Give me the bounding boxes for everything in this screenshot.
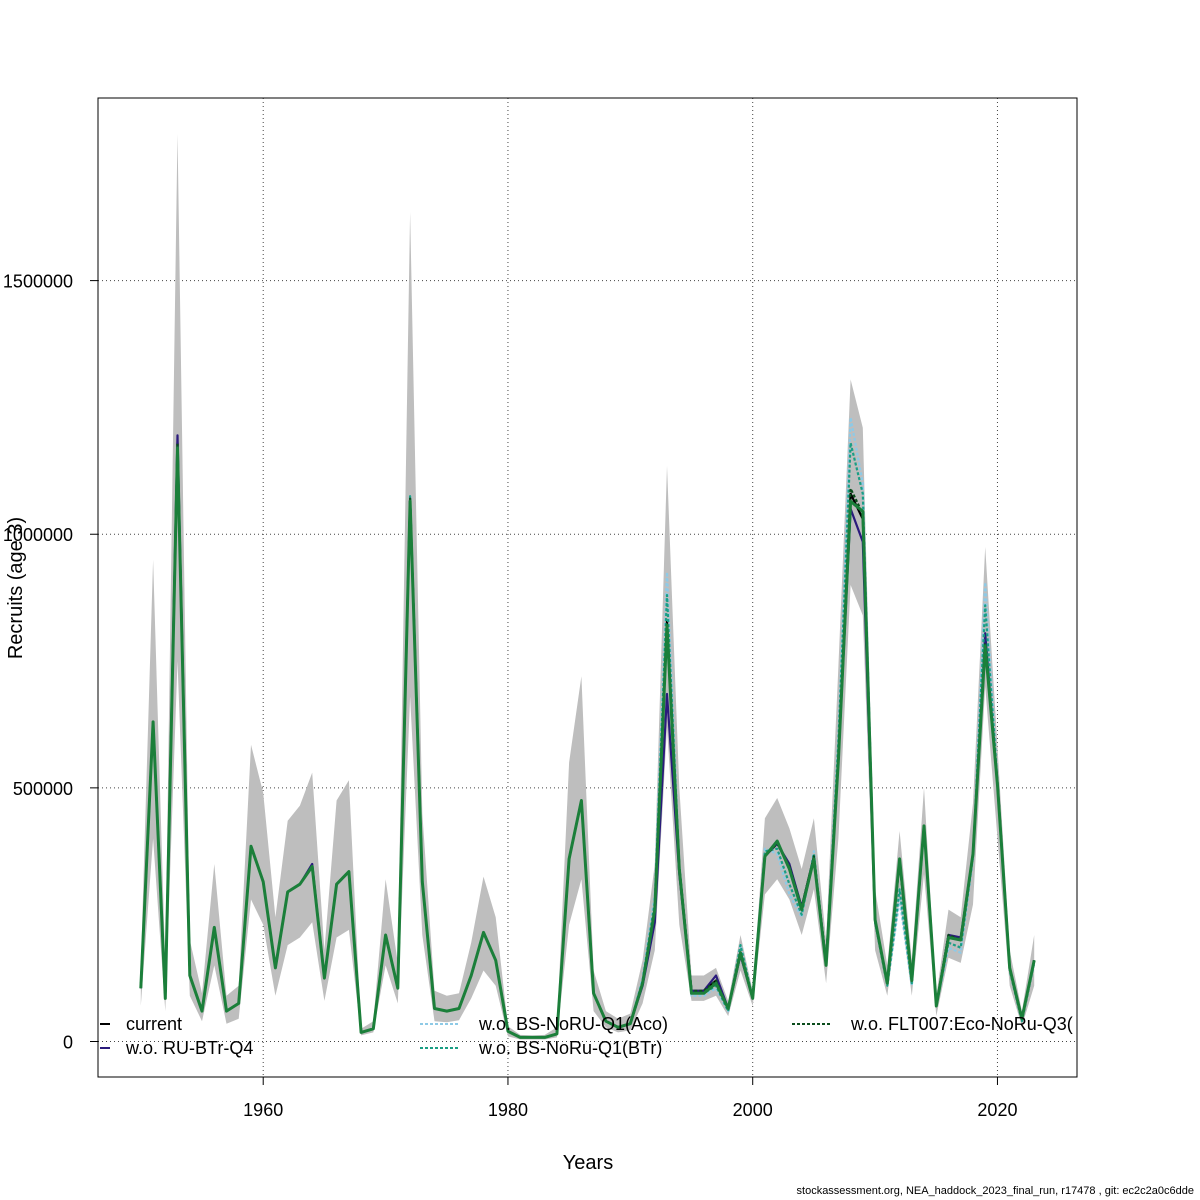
y-tick-label: 1000000 xyxy=(3,525,73,545)
x-tick-label: 2000 xyxy=(733,1100,773,1120)
y-tick-label: 1500000 xyxy=(3,272,73,292)
confidence-band xyxy=(140,133,1035,1040)
y-axis-title: Recruits (age 3) xyxy=(5,517,27,659)
x-tick-label: 2020 xyxy=(977,1100,1017,1120)
legend: current w.o. RU-BTr-Q4 w.o. BS-NoRU-Q1(Aco… xyxy=(100,1014,1073,1058)
confidence-band-layer xyxy=(140,133,1035,1040)
y-tick-label: 0 xyxy=(63,1032,73,1052)
series-layer xyxy=(139,416,1036,1039)
legend-label: w.o. BS-NoRu-Q1(BTr) xyxy=(478,1038,662,1058)
legend-label: w.o. RU-BTr-Q4 xyxy=(125,1038,253,1058)
series-line-6 xyxy=(139,446,1036,1039)
x-axis-title: Years xyxy=(563,1152,613,1174)
axes: 1960 1980 2000 2020 0 500000 1000000 1500000 xyxy=(3,272,1018,1120)
plot-frame xyxy=(97,97,1078,1078)
legend-label: w.o. BS-NoRU-Q1(Aco) xyxy=(478,1014,668,1034)
y-tick-label: 500000 xyxy=(13,779,73,799)
legend-label: current xyxy=(126,1014,182,1034)
footer-credit: stockassessment.org, NEA_haddock_2023_fi… xyxy=(796,1185,1194,1197)
x-tick-label: 1980 xyxy=(488,1100,528,1120)
x-tick-label: 1960 xyxy=(243,1100,283,1120)
legend-label: w.o. FLT007:Eco-NoRu-Q3( xyxy=(850,1014,1073,1034)
